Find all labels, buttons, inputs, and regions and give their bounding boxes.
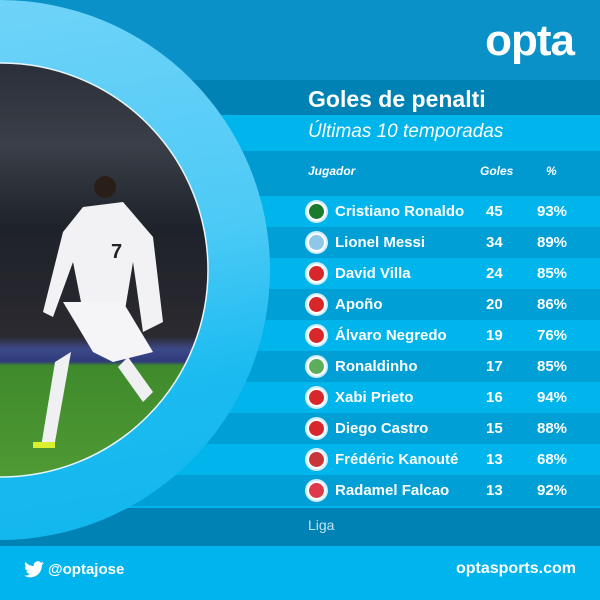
goals-value: 45 <box>486 203 503 220</box>
pct-value: 76% <box>537 327 568 344</box>
player-name: Diego Castro <box>335 420 429 437</box>
flag-color-dot <box>309 328 324 343</box>
flag-color-dot <box>309 390 324 405</box>
column-header-goals: Goles <box>480 164 514 178</box>
flag-icon-portugal <box>305 200 328 223</box>
flag-icon-argentina <box>305 231 328 254</box>
goals-value: 17 <box>486 358 503 375</box>
goals-value: 19 <box>486 327 503 344</box>
svg-text:7: 7 <box>111 241 122 263</box>
goals-value: 34 <box>486 234 503 251</box>
goals-value: 16 <box>486 389 503 406</box>
player-name: Lionel Messi <box>335 234 426 251</box>
flag-icon-brazil <box>305 355 328 378</box>
player-name: Xabi Prieto <box>335 389 414 406</box>
flag-icon-spain <box>305 386 328 409</box>
flag-color-dot <box>309 297 324 312</box>
player-photo: 7 <box>0 62 210 478</box>
pct-value: 88% <box>537 420 568 437</box>
flag-color-dot <box>309 204 324 219</box>
competition-label: Liga <box>308 517 335 533</box>
opta-logo: opta <box>485 16 575 65</box>
column-header-pct: % <box>546 164 557 178</box>
player-name: Frédéric Kanouté <box>335 451 459 468</box>
goals-value: 24 <box>486 265 503 282</box>
pct-value: 89% <box>537 234 568 251</box>
flag-color-dot <box>309 235 324 250</box>
flag-icon-spain <box>305 324 328 347</box>
player-figure: 7 <box>0 62 209 478</box>
flag-icon-spain <box>305 293 328 316</box>
goals-value: 15 <box>486 420 503 437</box>
goals-value: 20 <box>486 296 503 313</box>
flag-icon-spain <box>305 262 328 285</box>
goals-value: 13 <box>486 451 503 468</box>
pct-value: 68% <box>537 451 568 468</box>
twitter-bird-icon <box>24 561 44 578</box>
player-name: Radamel Falcao <box>335 482 450 499</box>
page-subtitle: Últimas 10 temporadas <box>308 121 504 142</box>
pct-value: 92% <box>537 482 568 499</box>
website-link[interactable]: optasports.com <box>455 560 576 577</box>
column-header-player: Jugador <box>308 164 356 178</box>
twitter-handle[interactable]: @optajose <box>24 561 124 578</box>
flag-color-dot <box>309 483 324 498</box>
flag-color-dot <box>309 359 324 374</box>
flag-color-dot <box>309 266 324 281</box>
flag-icon-mali <box>305 448 328 471</box>
twitter-handle-text: @optajose <box>48 561 125 578</box>
player-name: Álvaro Negredo <box>335 327 447 344</box>
player-name: Ronaldinho <box>335 358 418 375</box>
player-name: Apoño <box>335 296 383 313</box>
page-title: Goles de penalti <box>308 86 486 112</box>
flag-color-dot <box>309 452 324 467</box>
goals-value: 13 <box>486 482 503 499</box>
flag-icon-colombia <box>305 479 328 502</box>
pct-value: 85% <box>537 265 568 282</box>
player-name: Cristiano Ronaldo <box>335 203 465 220</box>
pct-value: 86% <box>537 296 568 313</box>
pct-value: 93% <box>537 203 568 220</box>
pct-value: 94% <box>537 389 568 406</box>
player-name: David Villa <box>335 265 411 282</box>
flag-color-dot <box>309 421 324 436</box>
flag-icon-spain <box>305 417 328 440</box>
pct-value: 85% <box>537 358 568 375</box>
